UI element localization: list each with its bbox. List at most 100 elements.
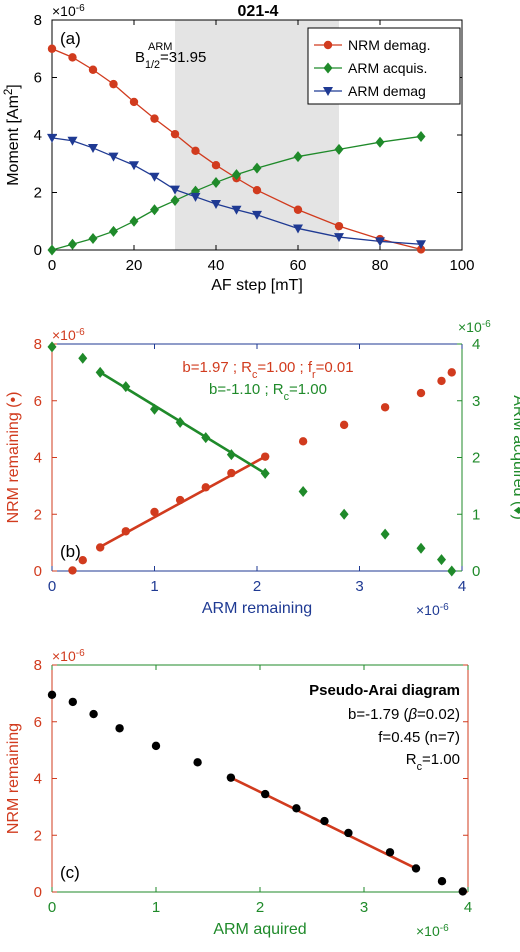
data-point (211, 160, 221, 170)
legend-marker (323, 87, 333, 96)
legend-label: ARM demag (348, 83, 426, 99)
data-point (226, 773, 236, 782)
data-point (88, 233, 98, 244)
data-point (175, 416, 185, 428)
data-point (68, 238, 77, 250)
y-tick-label: 8 (34, 12, 42, 29)
y-left-axis-label: NRM remaining (•) (5, 392, 22, 524)
data-point (170, 129, 180, 139)
panel-label: (c) (60, 863, 80, 882)
data-point (334, 143, 344, 155)
data-point (150, 507, 159, 517)
data-point (150, 204, 159, 216)
data-point (47, 44, 57, 53)
data-point (78, 556, 87, 565)
fit-stats-arm: b=-1.10 ; Rc=1.00 (209, 381, 327, 403)
y-tick-label: 8 (34, 657, 42, 674)
stat-r: Rc=1.00 (406, 751, 460, 773)
y-right-tick-label: 4 (472, 336, 480, 353)
data-point (298, 437, 308, 446)
x-tick-label: 0 (48, 257, 56, 274)
fit-stats-nrm-part: b=1.97 ; R (182, 359, 252, 376)
stat-f: f=0.45 (n=7) (378, 729, 460, 746)
x-tick-label: 0 (48, 899, 56, 916)
y-axis-label-part: ] (5, 84, 22, 88)
x-multiplier-part: -6 (440, 923, 449, 934)
data-point (109, 79, 118, 89)
data-point (334, 233, 344, 243)
y-right-tick-label: 3 (472, 393, 480, 410)
data-point (89, 709, 98, 719)
figure-title: 021-4 (238, 3, 279, 20)
y-left-tick-label: 2 (34, 506, 42, 523)
x-tick-label: 20 (126, 257, 143, 274)
data-point (88, 65, 98, 74)
data-point (261, 789, 270, 799)
data-point (380, 528, 390, 540)
data-point (175, 495, 185, 505)
data-point (261, 452, 270, 461)
data-point (121, 527, 130, 536)
y-right-tick-label: 1 (472, 506, 480, 523)
data-point (129, 215, 139, 227)
x-tick-label: 1 (152, 899, 160, 916)
data-point (151, 741, 161, 751)
data-point (437, 877, 447, 886)
data-point (293, 224, 303, 234)
panel-label: (a) (60, 29, 81, 48)
legend-label: NRM demag. (348, 37, 430, 53)
y-multiplier-part: ×10 (52, 3, 76, 19)
data-point (447, 368, 456, 377)
data-point (416, 240, 426, 250)
stat-b-part: =0.02) (417, 706, 460, 723)
data-point (191, 146, 200, 156)
data-point (68, 53, 77, 62)
data-point (293, 205, 303, 214)
data-point (344, 828, 353, 838)
data-point (416, 542, 426, 554)
y-left-tick-label: 0 (34, 563, 42, 580)
data-point (437, 554, 446, 566)
panel-a: 0 20 40 60 80 100 0 2 4 6 8 ×10-6 AF step [mT] Moment… (3, 3, 475, 295)
x-tick-label: 4 (458, 578, 466, 595)
data-point (109, 225, 118, 237)
b-half-annotation-part: =31.95 (160, 49, 206, 66)
data-point (298, 486, 308, 498)
y-right-multiplier-part: -6 (482, 319, 491, 330)
data-point (149, 172, 160, 182)
x-tick-label: 0 (48, 578, 56, 595)
data-point (375, 237, 385, 247)
diagram-heading: Pseudo-Arai diagram (309, 682, 460, 699)
fit-stats-nrm-part: =0.01 (316, 359, 354, 376)
data-point (252, 210, 262, 220)
x-axis-label: AF step [mT] (211, 277, 303, 294)
data-point (201, 432, 211, 444)
stat-b-part: β (407, 706, 417, 723)
data-point (334, 221, 344, 231)
data-point (339, 420, 349, 430)
fit-stats-arm-part: c (284, 391, 290, 403)
data-point (211, 176, 221, 188)
x-multiplier: ×10-6 (416, 923, 449, 940)
data-point (121, 381, 131, 393)
y-left-tick-label: 8 (34, 336, 42, 353)
data-point (47, 341, 57, 353)
data-point (293, 151, 303, 163)
y-multiplier: ×10-6 (52, 648, 85, 665)
panel-label: (b) (60, 542, 81, 561)
x-tick-label: 40 (208, 257, 225, 274)
legend-marker (323, 62, 333, 74)
y-multiplier: ×10-6 (52, 3, 85, 20)
x-tick-label: 1 (150, 578, 158, 595)
fit-stats-nrm: b=1.97 ; Rc=1.00 ; fr=0.01 (182, 359, 353, 381)
x-tick-label: 2 (253, 578, 261, 595)
data-point (68, 566, 77, 575)
data-point (95, 366, 105, 378)
data-point (95, 543, 105, 552)
data-point (385, 848, 395, 857)
y-multiplier-part: ×10 (52, 648, 76, 664)
data-point (416, 245, 426, 254)
data-point (115, 724, 124, 733)
